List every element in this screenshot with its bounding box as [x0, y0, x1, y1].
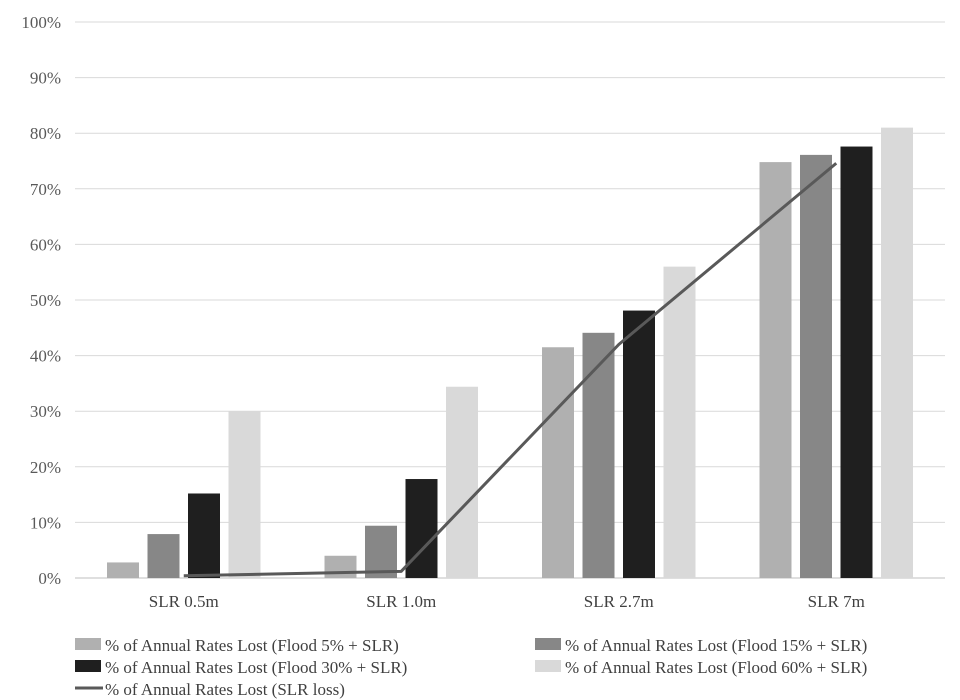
bar	[228, 411, 261, 578]
y-axis-tick-labels: 0% 10% 20% 30% 40% 50% 60% 70% 80% 90% 100%	[21, 13, 61, 588]
y-tick-label: 90%	[30, 69, 61, 88]
bar	[881, 127, 913, 578]
y-tick-label: 80%	[30, 124, 61, 143]
legend-swatch	[535, 660, 561, 672]
legend-label: % of Annual Rates Lost (Flood 30% + SLR)	[105, 658, 407, 677]
legend-swatch	[535, 638, 561, 650]
y-tick-label: 100%	[21, 13, 61, 32]
y-tick-label: 20%	[30, 458, 61, 477]
bar	[542, 347, 574, 578]
x-category-label: SLR 0.5m	[149, 592, 219, 611]
y-tick-label: 0%	[38, 569, 61, 588]
legend-label: % of Annual Rates Lost (SLR loss)	[105, 680, 345, 699]
legend-swatch	[75, 638, 101, 650]
y-tick-label: 10%	[30, 513, 61, 532]
bar	[365, 525, 397, 578]
x-axis-category-labels: SLR 0.5m SLR 1.0m SLR 2.7m SLR 7m	[149, 592, 865, 611]
bar	[759, 162, 792, 578]
bar	[446, 386, 478, 578]
legend-swatch	[75, 660, 101, 672]
bar	[623, 310, 655, 578]
legend-item: % of Annual Rates Lost (SLR loss)	[75, 680, 345, 699]
slr-loss-line	[183, 162, 838, 578]
bar	[147, 534, 180, 578]
legend-item: % of Annual Rates Lost (Flood 60% + SLR)	[535, 658, 867, 677]
legend-item: % of Annual Rates Lost (Flood 15% + SLR)	[535, 636, 867, 655]
x-category-label: SLR 7m	[808, 592, 865, 611]
bar	[663, 266, 696, 578]
series-line	[183, 162, 838, 578]
legend-label: % of Annual Rates Lost (Flood 60% + SLR)	[565, 658, 867, 677]
bars	[107, 127, 913, 578]
bar	[840, 146, 873, 578]
legend-label: % of Annual Rates Lost (Flood 15% + SLR)	[565, 636, 867, 655]
bar	[107, 562, 139, 578]
x-category-label: SLR 2.7m	[584, 592, 654, 611]
legend-label: % of Annual Rates Lost (Flood 5% + SLR)	[105, 636, 399, 655]
bar	[188, 493, 220, 578]
bar	[582, 332, 615, 578]
x-category-label: SLR 1.0m	[366, 592, 436, 611]
bar	[800, 154, 832, 578]
y-tick-label: 60%	[30, 235, 61, 254]
y-tick-label: 50%	[30, 291, 61, 310]
legend-item: % of Annual Rates Lost (Flood 5% + SLR)	[75, 636, 399, 655]
y-tick-label: 30%	[30, 402, 61, 421]
bar	[324, 555, 357, 578]
y-tick-label: 40%	[30, 347, 61, 366]
legend: % of Annual Rates Lost (Flood 5% + SLR)%…	[75, 636, 867, 699]
y-tick-label: 70%	[30, 180, 61, 199]
legend-item: % of Annual Rates Lost (Flood 30% + SLR)	[75, 658, 407, 677]
